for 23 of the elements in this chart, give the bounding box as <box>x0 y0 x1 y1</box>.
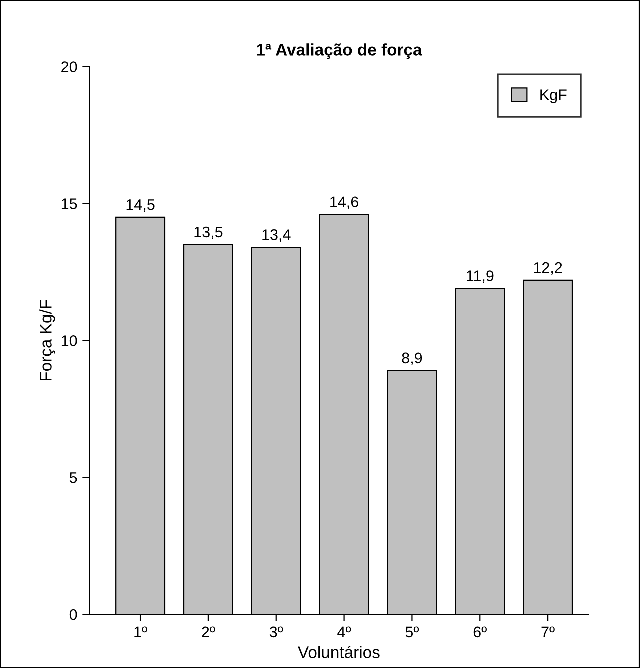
data-label: 8,9 <box>402 352 422 366</box>
y-tick-label: 0 <box>70 609 78 620</box>
x-tick-label: 4º <box>338 626 352 638</box>
x-tick-label: 7º <box>542 626 555 638</box>
y-tick-label: 20 <box>62 62 78 72</box>
data-label: 13,4 <box>262 230 291 242</box>
x-tick-label: 2º <box>202 626 216 638</box>
legend-label: KgF <box>540 90 567 104</box>
x-tick-label: 3º <box>270 626 284 638</box>
x-tick-label: 5º <box>406 626 420 638</box>
x-tick-label: 1º <box>134 626 148 638</box>
y-tick-label: 10 <box>62 336 78 346</box>
data-label: 11,9 <box>466 270 494 284</box>
data-label: 13,5 <box>194 226 223 240</box>
x-axis-title: Voluntários <box>298 646 380 658</box>
y-tick-label: 15 <box>62 198 78 210</box>
chart-title: 1ª Avaliação de força <box>257 44 422 60</box>
data-label: 14,5 <box>126 200 155 212</box>
y-tick-label: 5 <box>70 472 78 484</box>
x-tick-label: 6º <box>474 626 487 638</box>
data-label: 14,6 <box>330 196 358 210</box>
data-label: 12,2 <box>534 262 562 276</box>
y-axis-title: Força Kg/F <box>40 300 56 381</box>
